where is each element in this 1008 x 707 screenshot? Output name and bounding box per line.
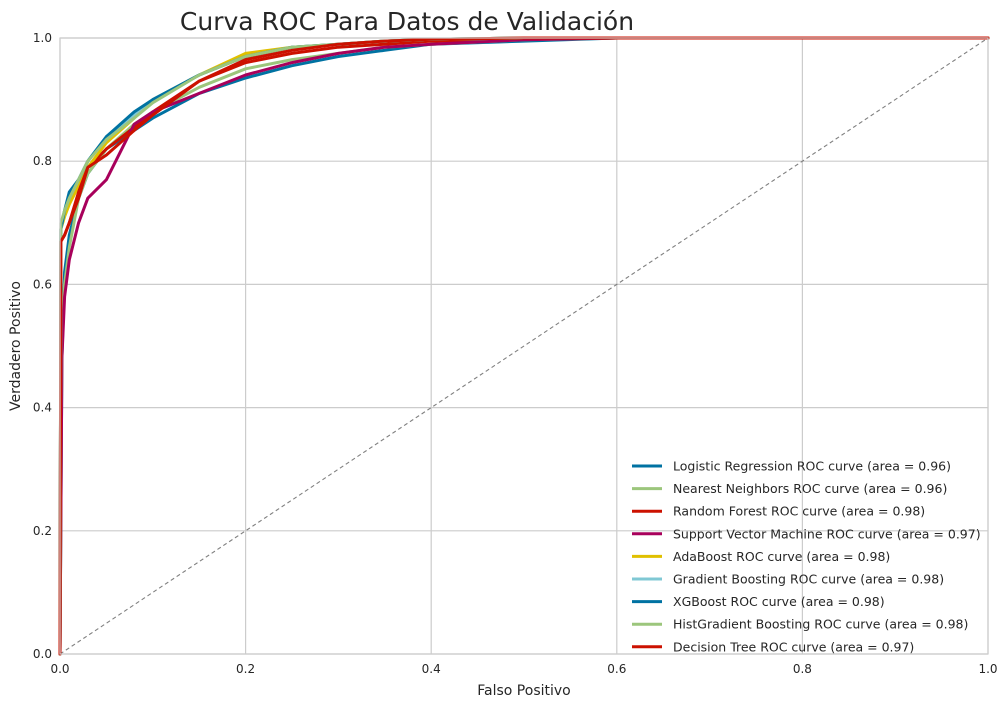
y-tick-label: 0.6 [33, 277, 52, 291]
x-tick-label: 0.4 [422, 662, 441, 676]
x-tick-label: 0.2 [236, 662, 255, 676]
legend-label: XGBoost ROC curve (area = 0.98) [673, 594, 885, 609]
y-axis-label: Verdadero Positivo [8, 281, 24, 411]
y-tick-label: 0.8 [33, 154, 52, 168]
plot-frame-layer [59, 37, 989, 655]
x-tick-label: 1.0 [978, 662, 997, 676]
legend-label: Support Vector Machine ROC curve (area =… [673, 526, 981, 541]
legend-label: Logistic Regression ROC curve (area = 0.… [673, 459, 951, 474]
y-tick-label: 0.0 [33, 647, 52, 661]
legend-label: HistGradient Boosting ROC curve (area = … [673, 617, 968, 632]
legend-label: Decision Tree ROC curve (area = 0.97) [673, 639, 914, 654]
x-tick-label: 0.0 [50, 662, 69, 676]
legend-label: Gradient Boosting ROC curve (area = 0.98… [673, 572, 944, 587]
x-tick-label: 0.8 [793, 662, 812, 676]
plot-frame [59, 37, 989, 655]
y-tick-label: 0.2 [33, 524, 52, 538]
legend-label: Nearest Neighbors ROC curve (area = 0.96… [673, 481, 947, 496]
legend: Logistic Regression ROC curve (area = 0.… [632, 459, 981, 654]
tick-label-layer: 0.0 0.2 0.4 0.6 0.8 1.0 0.0 0.2 0.4 0.6 0.8 1.0 [33, 31, 998, 676]
diagonal-reference-line [59, 37, 989, 655]
y-tick-label: 0.4 [33, 401, 52, 415]
roc-curve-4 [58, 36, 990, 656]
chart-title: Curva ROC Para Datos de Validación [180, 7, 634, 36]
legend-label: Random Forest ROC curve (area = 0.98) [673, 504, 925, 519]
diagonal-reference-layer [59, 37, 989, 655]
legend-label: AdaBoost ROC curve (area = 0.98) [673, 549, 890, 564]
y-tick-label: 1.0 [33, 31, 52, 45]
x-tick-label: 0.6 [607, 662, 626, 676]
x-axis-label: Falso Positivo [477, 683, 570, 699]
